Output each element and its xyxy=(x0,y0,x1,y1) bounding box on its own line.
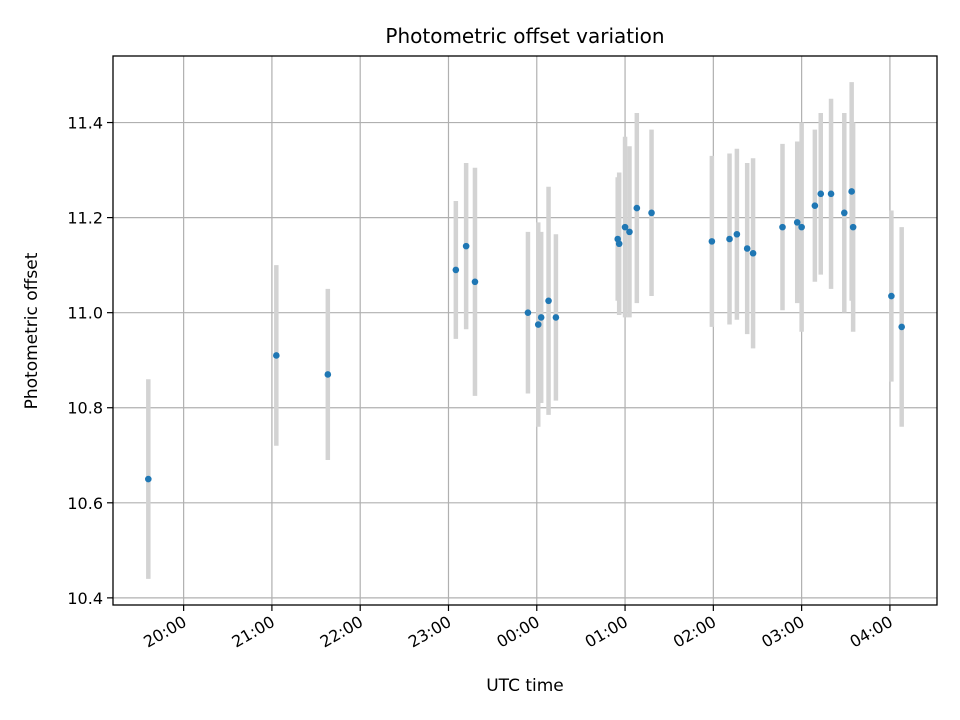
data-point xyxy=(621,223,629,231)
data-point xyxy=(633,204,641,212)
chart-title: Photometric offset variation xyxy=(385,24,664,48)
data-point xyxy=(471,278,479,286)
y-tick-label: 11.2 xyxy=(67,209,103,228)
plot-frame xyxy=(112,55,938,606)
data-point xyxy=(811,202,819,210)
data-point xyxy=(273,352,280,359)
data-point xyxy=(726,235,733,243)
data-point xyxy=(708,238,716,245)
y-axis-ticks: 10.4 10.6 10.8 11.0 11.2 11.4 xyxy=(67,114,113,608)
data-point xyxy=(827,190,835,198)
data-point xyxy=(743,245,751,252)
data-point xyxy=(462,242,470,250)
y-tick-label: 11.4 xyxy=(67,114,103,133)
data-point xyxy=(798,223,805,231)
data-point xyxy=(779,223,786,231)
data-point xyxy=(324,371,332,378)
data-points xyxy=(145,188,905,483)
data-point xyxy=(849,223,857,231)
y-tick-label: 11.0 xyxy=(67,304,103,323)
y-tick-label: 10.6 xyxy=(67,494,103,513)
data-point xyxy=(145,475,152,483)
data-point xyxy=(841,209,848,217)
data-point xyxy=(524,309,532,316)
data-point xyxy=(817,190,825,198)
data-point xyxy=(615,240,623,248)
data-point xyxy=(552,314,560,321)
x-axis-label: UTC time xyxy=(486,676,564,696)
data-point xyxy=(793,219,801,226)
data-point xyxy=(534,321,542,328)
y-tick-label: 10.4 xyxy=(67,589,103,608)
data-point xyxy=(452,266,460,274)
data-point xyxy=(898,323,905,331)
data-point xyxy=(537,314,545,321)
y-axis-label: Photometric offset xyxy=(22,252,42,409)
data-point xyxy=(648,209,655,217)
data-point xyxy=(626,228,633,236)
data-point xyxy=(749,249,757,257)
data-point xyxy=(848,188,855,195)
data-point xyxy=(733,230,741,238)
data-point xyxy=(545,297,552,305)
data-point xyxy=(888,292,895,300)
y-tick-label: 10.8 xyxy=(67,399,103,418)
